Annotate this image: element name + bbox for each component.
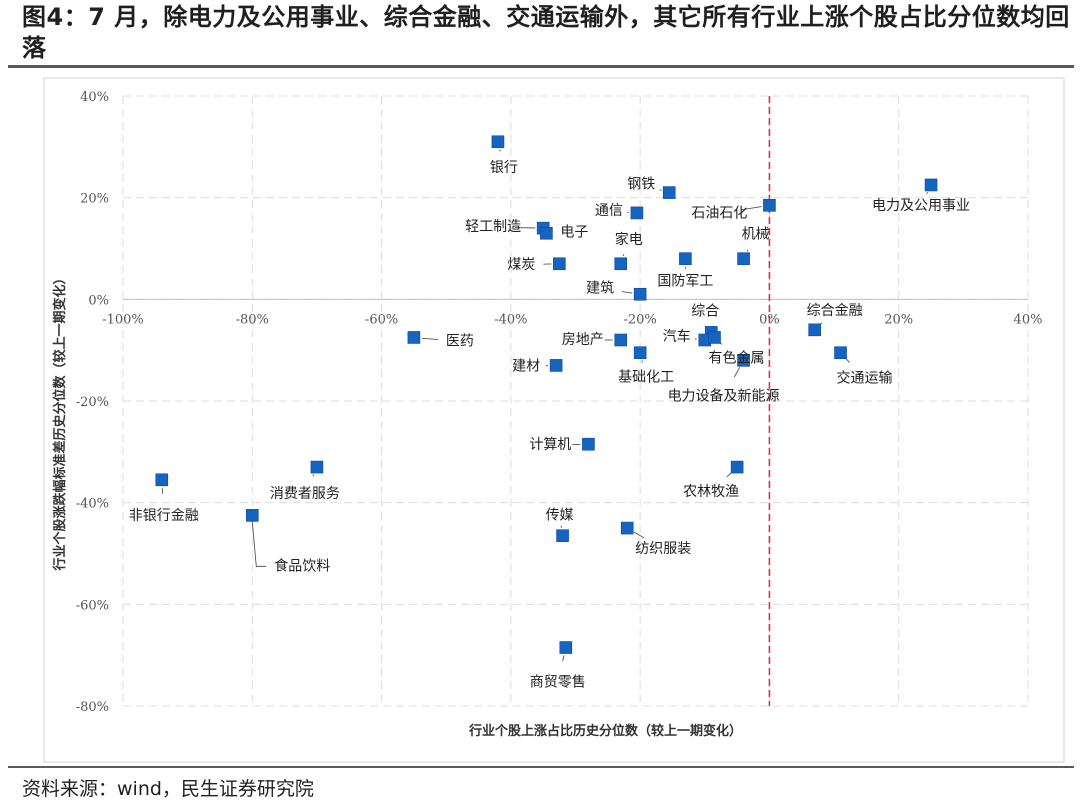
scatter-point bbox=[708, 331, 721, 344]
scatter-point bbox=[730, 460, 744, 474]
point-label: 电子 bbox=[560, 224, 588, 240]
x-tick-label: -60% bbox=[365, 312, 398, 327]
point-label: 房地产 bbox=[562, 332, 604, 348]
scatter-point bbox=[491, 135, 505, 149]
point-label: 家电 bbox=[615, 231, 643, 248]
point-label: 传媒 bbox=[546, 508, 574, 524]
scatter-point bbox=[924, 178, 938, 192]
x-tick-label: -100% bbox=[102, 312, 144, 327]
point-label: 轻工制造 bbox=[465, 219, 521, 235]
y-tick-label: -40% bbox=[76, 497, 109, 512]
point-label: 电力及公用事业 bbox=[872, 198, 970, 214]
x-tick-label: -20% bbox=[623, 312, 656, 327]
y-tick-label: -60% bbox=[76, 598, 109, 613]
point-label: 煤炭 bbox=[507, 257, 535, 273]
scatter-point bbox=[808, 323, 821, 337]
scatter-point bbox=[549, 359, 563, 372]
leader-line bbox=[741, 206, 762, 211]
y-tick-label: -80% bbox=[76, 700, 109, 715]
point-label: 电力设备及新能源 bbox=[668, 387, 780, 404]
leader-line bbox=[926, 191, 929, 195]
scatter-point bbox=[245, 509, 259, 522]
source-note: 资料来源：wind，民生证券研究院 bbox=[22, 778, 314, 800]
point-label: 建筑 bbox=[586, 280, 614, 296]
scatter-point bbox=[620, 521, 634, 535]
scatter-point bbox=[155, 473, 169, 487]
leader-line bbox=[746, 249, 749, 252]
leader-line bbox=[312, 474, 315, 477]
scatter-point bbox=[614, 257, 628, 271]
leader-line bbox=[562, 655, 565, 662]
y-tick-label: -20% bbox=[76, 395, 109, 410]
x-tick-label: 0% bbox=[759, 312, 780, 327]
scatter-point bbox=[737, 252, 750, 265]
scatter-point bbox=[630, 206, 644, 220]
point-label: 综合金融 bbox=[807, 303, 863, 319]
leader-line bbox=[622, 254, 625, 257]
scatter-point bbox=[540, 226, 553, 240]
scatter-point bbox=[662, 186, 676, 199]
leader-line bbox=[633, 531, 645, 539]
point-label: 基础化工 bbox=[618, 369, 674, 386]
y-tick-label: 0% bbox=[88, 293, 109, 308]
scatter-point bbox=[582, 437, 595, 451]
scatter-point bbox=[553, 257, 566, 271]
point-label: 有色金属 bbox=[708, 349, 764, 366]
point-label: 汽车 bbox=[663, 328, 691, 345]
point-label: 计算机 bbox=[529, 437, 571, 453]
point-label: 钢铁 bbox=[627, 177, 655, 193]
point-label: 综合 bbox=[691, 303, 719, 319]
y-axis-title: 行业个股涨跌幅标准差历史分位数（较上一期变化） bbox=[52, 271, 68, 571]
scatter-point bbox=[679, 252, 692, 265]
title-divider bbox=[8, 65, 1074, 68]
scatter-point bbox=[407, 331, 421, 344]
point-label: 石油石化 bbox=[691, 205, 747, 221]
scatter-point bbox=[559, 641, 573, 654]
figure-title: 图4：7 月，除电力及公用事业、综合金融、交通运输外，其它所有行业上涨个股占比分… bbox=[22, 3, 1070, 62]
leader-line bbox=[726, 472, 732, 478]
point-label: 建材 bbox=[512, 358, 540, 374]
point-label: 医药 bbox=[446, 333, 474, 349]
point-label: 非银行金融 bbox=[129, 508, 199, 524]
scatter-point bbox=[633, 346, 647, 360]
point-label: 银行 bbox=[490, 160, 518, 176]
x-axis-title: 行业个股上涨占比历史分位数（较上一期变化） bbox=[468, 723, 742, 739]
point-label: 商贸零售 bbox=[530, 675, 586, 691]
leader-line bbox=[733, 367, 741, 378]
scatter-point bbox=[763, 198, 776, 212]
leader-line bbox=[621, 291, 633, 294]
leader-line bbox=[659, 189, 662, 191]
x-tick-label: 20% bbox=[884, 312, 913, 327]
chart-frame bbox=[43, 77, 1065, 763]
data-points bbox=[155, 135, 938, 654]
x-tick-label: -40% bbox=[494, 312, 527, 327]
x-tick-label: 40% bbox=[1014, 312, 1043, 327]
point-label: 食品饮料 bbox=[274, 557, 330, 574]
point-label: 农林牧渔 bbox=[683, 484, 739, 500]
leader-line bbox=[845, 358, 850, 363]
scatter-point bbox=[834, 346, 847, 360]
point-label: 交通运输 bbox=[837, 370, 893, 387]
tick-labels: -100% -80% -60% -40% -20% 0% 20% 40% -80% -60% -40… bbox=[76, 90, 1043, 715]
point-label: 纺织服装 bbox=[635, 541, 691, 557]
scatter-point bbox=[556, 529, 569, 543]
leader-line bbox=[251, 521, 267, 567]
point-label: 消费者服务 bbox=[270, 486, 340, 502]
scatter-point bbox=[737, 354, 750, 367]
y-tick-label: 20% bbox=[80, 192, 109, 207]
scatter-point bbox=[633, 287, 647, 301]
y-tick-label: 40% bbox=[80, 90, 109, 105]
scatter-point bbox=[614, 333, 628, 347]
point-label: 机械 bbox=[742, 227, 770, 243]
point-label: 通信 bbox=[595, 203, 623, 219]
leader-line bbox=[421, 337, 439, 341]
footer-divider bbox=[8, 766, 1074, 768]
point-label: 国防军工 bbox=[657, 274, 713, 290]
scatter-point bbox=[310, 460, 324, 474]
x-tick-label: -80% bbox=[236, 312, 269, 327]
